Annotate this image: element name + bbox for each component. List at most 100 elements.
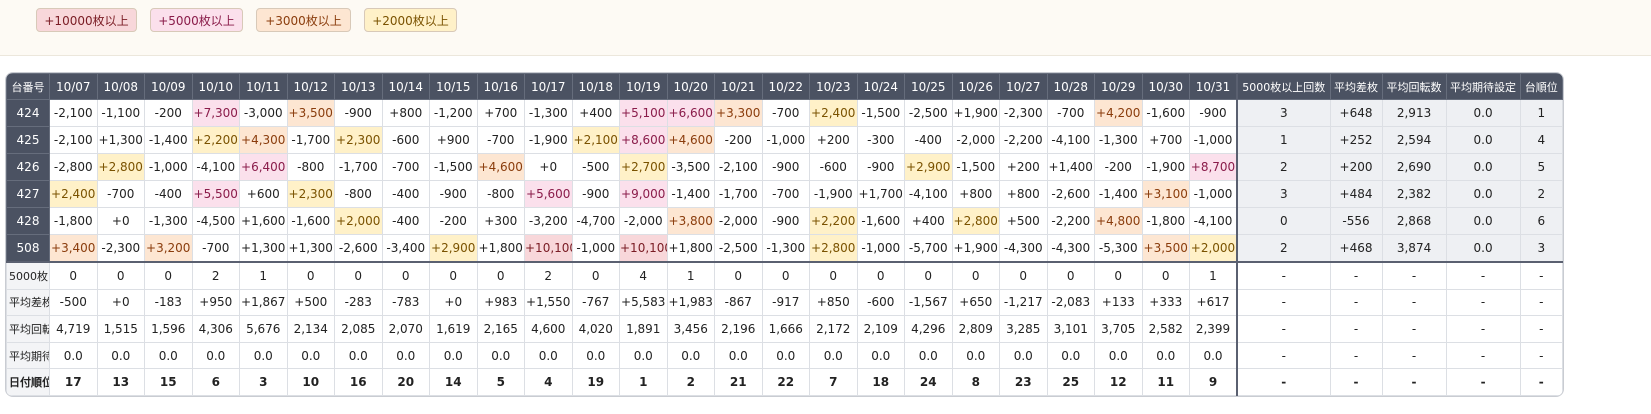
diff-cell: +700 — [476, 99, 525, 127]
diff-cell: -900 — [571, 180, 620, 208]
diff-cell: +2,800 — [809, 234, 858, 263]
column-header: 10/12 — [286, 73, 335, 100]
summary-cell: 1,596 — [144, 315, 193, 343]
diff-cell: -700 — [761, 99, 810, 127]
diff-cell: -1,600 — [286, 207, 335, 235]
diff-cell: -2,000 — [619, 207, 668, 235]
column-header: 10/22 — [761, 73, 810, 100]
diff-cell: +3,500 — [286, 99, 335, 127]
machine-id: 427 — [6, 180, 50, 208]
summary-label: 平均差枚 — [6, 288, 50, 317]
summary-cell: 4,719 — [49, 315, 98, 343]
diff-cell: -2,100 — [49, 99, 98, 127]
diff-cell: -3,400 — [381, 234, 430, 263]
diff-cell: -1,000 — [1189, 180, 1238, 208]
diff-cell: -400 — [381, 180, 430, 208]
summary-label: 平均回転数 — [6, 315, 50, 343]
summary-dash: - — [1445, 315, 1521, 343]
machine-summary: 2 — [1519, 180, 1563, 208]
diff-cell: +500 — [999, 207, 1048, 235]
machine-summary: 0.0 — [1445, 153, 1521, 181]
summary-cell: 4 — [619, 260, 668, 290]
diff-cell: -1,500 — [429, 153, 478, 181]
diff-cell: -700 — [1046, 99, 1095, 127]
diff-cell: +5,500 — [191, 180, 240, 208]
summary-cell: 0.0 — [239, 341, 288, 370]
summary-cell: 1,666 — [761, 315, 810, 343]
diff-cell: -1,500 — [951, 153, 1000, 181]
machine-id: 425 — [6, 126, 50, 154]
diff-cell: -600 — [381, 126, 430, 154]
table-wrapper: 台番号 10/07 10/08 10/09 10/10 10/11 10/12 10/13 10… — [5, 72, 1564, 397]
diff-cell: +3,300 — [714, 99, 763, 127]
diff-cell: -400 — [904, 126, 953, 154]
diff-cell: +1,900 — [951, 99, 1000, 127]
diff-cell: -1,100 — [96, 99, 145, 127]
summary-dash: - — [1519, 288, 1563, 317]
diff-cell: +4,300 — [239, 126, 288, 154]
diff-cell: -2,000 — [714, 207, 763, 235]
legend-button[interactable]: +5000枚以上 — [150, 8, 243, 32]
summary-cell: 1,619 — [429, 315, 478, 343]
column-header: 10/08 — [96, 73, 145, 100]
diff-cell: -400 — [144, 180, 193, 208]
summary-cell: 3,101 — [1046, 315, 1095, 343]
diff-cell: +2,300 — [286, 180, 335, 208]
summary-cell: 0 — [904, 260, 953, 290]
legend-button[interactable]: +3000枚以上 — [256, 8, 351, 32]
summary-cell: 12 — [1094, 368, 1143, 396]
machine-id: 426 — [6, 153, 50, 181]
legend-button[interactable]: +2000枚以上 — [364, 8, 457, 32]
summary-cell: 11 — [1141, 368, 1190, 396]
diff-cell: -1,700 — [714, 180, 763, 208]
diff-cell: -1,800 — [49, 207, 98, 235]
diff-cell: +800 — [381, 99, 430, 127]
diff-cell: -3,200 — [524, 207, 573, 235]
summary-cell: +850 — [809, 288, 858, 317]
diff-cell: -1,400 — [144, 126, 193, 154]
summary-cell: -600 — [856, 288, 905, 317]
diff-cell: -200 — [429, 207, 478, 235]
diff-cell: +800 — [951, 180, 1000, 208]
summary-dash: - — [1329, 341, 1383, 370]
machine-summary: 6 — [1519, 207, 1563, 235]
diff-cell: -1,300 — [761, 234, 810, 263]
summary-cell: +617 — [1189, 288, 1238, 317]
diff-cell: +1,600 — [239, 207, 288, 235]
diff-cell: -4,100 — [1046, 126, 1095, 154]
summary-cell: 0 — [714, 260, 763, 290]
column-header: 10/28 — [1046, 73, 1095, 100]
summary-cell: 0.0 — [524, 341, 573, 370]
legend-button[interactable]: +10000枚以上 — [36, 8, 137, 32]
summary-dash: - — [1445, 260, 1521, 290]
diff-cell: -900 — [761, 207, 810, 235]
diff-cell: +2,800 — [951, 207, 1000, 235]
summary-cell: 0.0 — [714, 341, 763, 370]
summary-cell: 0.0 — [619, 341, 668, 370]
summary-cell: 0.0 — [1189, 341, 1238, 370]
summary-cell: 7 — [809, 368, 858, 396]
diff-cell: -800 — [286, 153, 335, 181]
diff-cell: +2,000 — [1189, 234, 1238, 263]
column-header: 10/25 — [904, 73, 953, 100]
diff-cell: +2,400 — [49, 180, 98, 208]
diff-cell: -900 — [761, 153, 810, 181]
summary-cell: 0.0 — [571, 341, 620, 370]
diff-cell: +1,300 — [239, 234, 288, 263]
machine-summary: +648 — [1329, 99, 1383, 127]
machine-summary: 3 — [1519, 234, 1563, 263]
machine-summary: 1 — [1236, 126, 1331, 154]
summary-cell: 1 — [239, 260, 288, 290]
diff-cell: +200 — [809, 126, 858, 154]
summary-cell: 1,891 — [619, 315, 668, 343]
diff-cell: -2,500 — [904, 99, 953, 127]
diff-cell: -1,300 — [1094, 126, 1143, 154]
summary-cell: -183 — [144, 288, 193, 317]
diff-cell: +6,600 — [666, 99, 715, 127]
summary-dash: - — [1519, 260, 1563, 290]
summary-dash: - — [1381, 341, 1447, 370]
diff-cell: +4,800 — [1094, 207, 1143, 235]
diff-cell: -4,100 — [191, 153, 240, 181]
summary-cell: 19 — [571, 368, 620, 396]
summary-cell: 2 — [666, 368, 715, 396]
